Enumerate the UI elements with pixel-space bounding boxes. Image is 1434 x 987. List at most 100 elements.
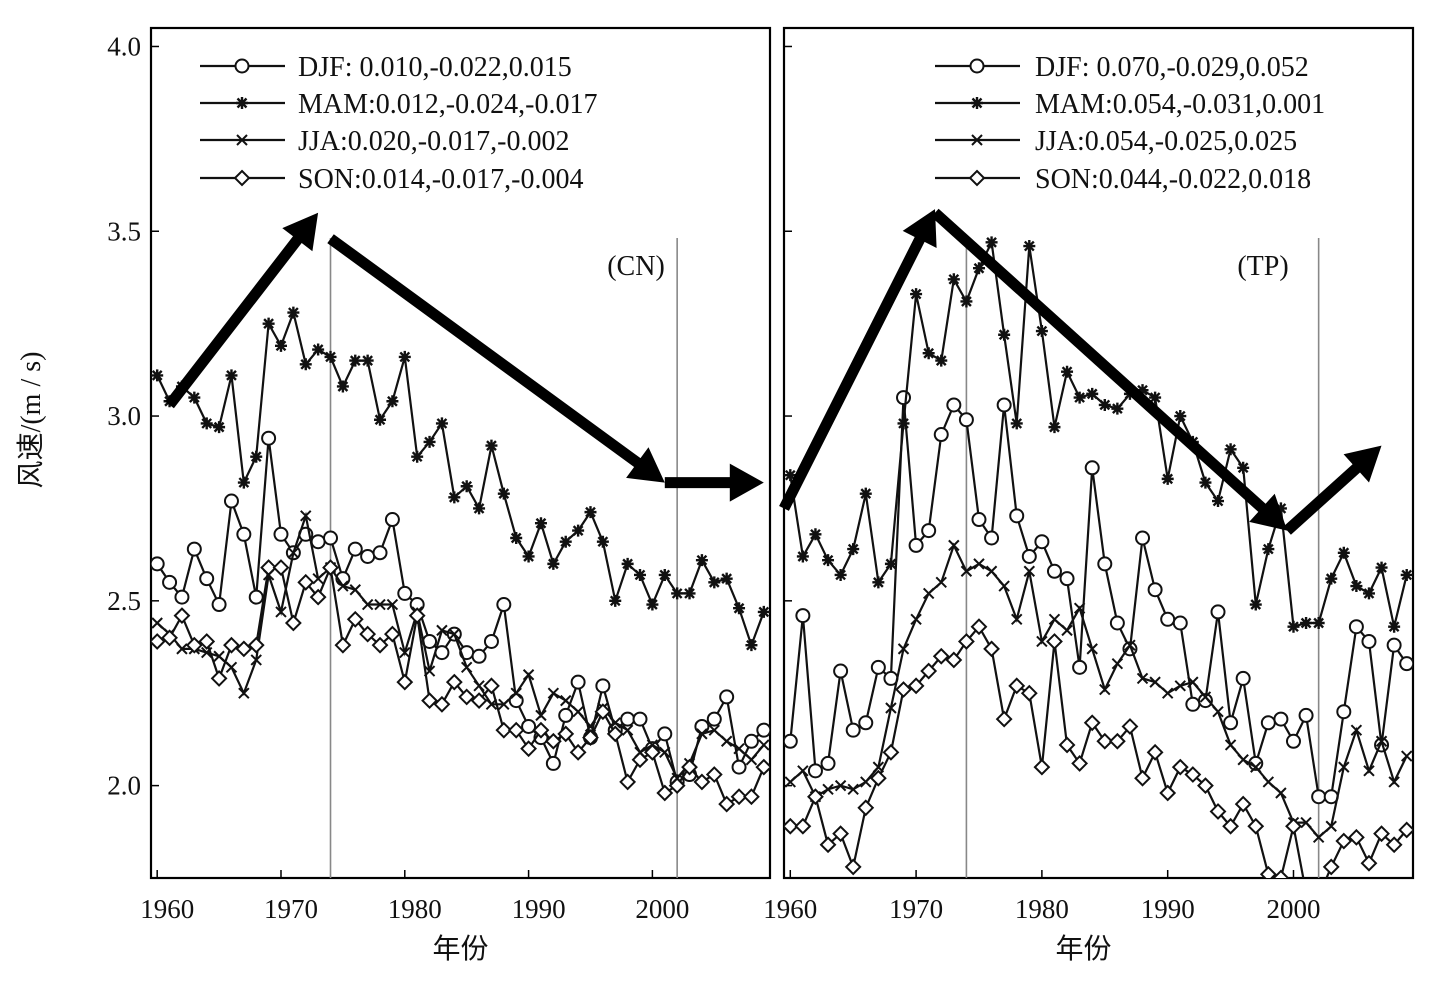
data-point-DJF: [1072, 659, 1088, 675]
data-point-MAM: [497, 487, 510, 500]
data-point-MAM: [1098, 398, 1111, 411]
data-point-JJA: [560, 694, 572, 707]
data-point-DJF: [1185, 696, 1201, 712]
data-point-MAM: [1325, 572, 1338, 585]
data-point-SON: [784, 817, 799, 835]
data-point-JJA: [1250, 761, 1262, 773]
data-point-DJF: [323, 530, 339, 546]
data-point-SON: [983, 640, 1000, 658]
data-point-MAM: [1010, 417, 1023, 430]
data-point-SON: [693, 773, 711, 791]
data-point-SON: [1322, 858, 1340, 876]
data-point-SON: [507, 721, 525, 739]
data-point-MAM: [473, 502, 486, 515]
x-tick-label: 1980: [1015, 894, 1069, 924]
data-point-MAM: [985, 236, 998, 249]
data-point-DJF: [996, 397, 1012, 413]
trend-arrow: [779, 209, 937, 511]
data-point-DJF: [496, 597, 512, 613]
data-point-DJF: [807, 763, 823, 779]
data-point-SON: [483, 677, 500, 695]
data-point-SON: [1071, 755, 1089, 772]
data-point-SON: [1335, 832, 1353, 850]
data-point-MAM: [998, 328, 1011, 341]
data-point-DJF: [1034, 534, 1050, 550]
data-point-DJF: [545, 755, 561, 771]
data-point-MAM: [151, 369, 164, 382]
data-point-JJA: [1136, 672, 1149, 685]
legend-marker-DJF: [234, 58, 250, 74]
data-point-MAM: [188, 391, 201, 404]
data-point-DJF: [372, 545, 388, 561]
data-point-DJF: [743, 733, 759, 749]
legend-marker-MAM: [971, 97, 983, 109]
data-point-MAM: [572, 524, 585, 537]
data-point-MAM: [646, 598, 659, 611]
data-point-JJA: [985, 565, 998, 577]
data-point-DJF: [273, 526, 289, 542]
data-point-MAM: [1400, 568, 1413, 581]
data-point-MAM: [547, 557, 560, 570]
data-point-JJA: [834, 779, 847, 792]
data-point-JJA: [797, 765, 809, 777]
data-point-DJF: [151, 556, 165, 572]
data-point-JJA: [287, 547, 300, 559]
data-point-JJA: [998, 580, 1010, 592]
data-point-DJF: [248, 589, 264, 605]
data-point-JJA: [399, 646, 411, 659]
data-point-MAM: [695, 554, 708, 567]
data-point-DJF: [483, 633, 499, 649]
data-point-JJA: [1350, 724, 1363, 736]
data-point-DJF: [570, 674, 586, 690]
data-point-JJA: [1161, 687, 1174, 699]
data-point-JJA: [337, 580, 349, 592]
data-point-MAM: [1362, 587, 1375, 600]
data-point-JJA: [547, 687, 560, 699]
data-point-MAM: [1350, 580, 1363, 593]
data-point-DJF: [1260, 715, 1276, 731]
data-point-DJF: [1046, 563, 1062, 579]
data-point-SON: [631, 751, 649, 769]
data-point-MAM: [1312, 617, 1325, 629]
data-point-SON: [882, 743, 900, 761]
data-point-DJF: [795, 608, 811, 624]
data-point-SON: [895, 681, 912, 698]
data-point-DJF: [921, 523, 937, 539]
data-point-MAM: [1249, 598, 1262, 611]
data-point-JJA: [1275, 787, 1287, 799]
data-point-DJF: [174, 589, 190, 605]
data-point-SON: [1222, 817, 1240, 835]
data-point-DJF: [858, 715, 874, 731]
data-point-JJA: [897, 643, 910, 655]
data-point-DJF: [558, 707, 574, 723]
data-point-JJA: [948, 539, 960, 552]
data-point-MAM: [1388, 620, 1401, 633]
data-point-SON: [272, 559, 290, 576]
y-tick-label: 2.5: [107, 586, 141, 616]
data-point-JJA: [213, 650, 225, 662]
data-point-SON: [705, 766, 723, 783]
data-point-MAM: [435, 417, 448, 430]
data-point-JJA: [1363, 765, 1375, 777]
data-point-JJA: [659, 746, 671, 759]
data-point-JJA: [1048, 613, 1061, 626]
data-point-SON: [1083, 714, 1101, 732]
data-point-SON: [260, 559, 278, 576]
data-point-MAM: [312, 343, 325, 356]
data-point-JJA: [720, 735, 733, 747]
data-point-JJA: [1300, 816, 1312, 829]
data-point-MAM: [733, 602, 746, 615]
data-point-SON: [433, 695, 451, 713]
data-point-JJA: [1174, 680, 1186, 692]
data-point-MAM: [1111, 402, 1124, 415]
data-point-DJF: [199, 571, 215, 587]
data-point-SON: [470, 692, 488, 710]
data-point-MAM: [213, 421, 226, 434]
x-tick-label: 1960: [763, 894, 817, 924]
data-point-DJF: [384, 512, 400, 528]
data-point-JJA: [1111, 657, 1124, 670]
data-point-SON: [247, 636, 265, 654]
data-point-MAM: [349, 354, 362, 367]
data-point-JJA: [696, 728, 708, 740]
data-point-SON: [643, 743, 661, 761]
